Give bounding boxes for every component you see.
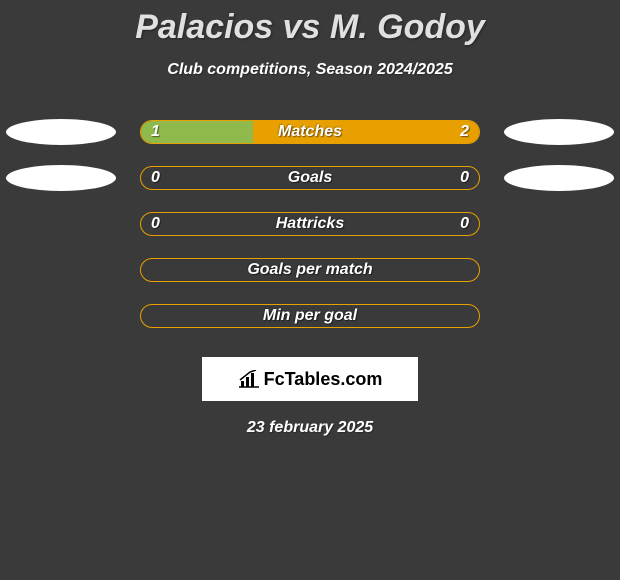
logo: FcTables.com	[238, 369, 383, 390]
stat-label: Matches	[141, 123, 479, 141]
logo-box[interactable]: FcTables.com	[202, 357, 418, 401]
stat-label: Min per goal	[141, 307, 479, 325]
date: 23 february 2025	[0, 419, 620, 437]
comparison-widget: Palacios vs M. Godoy Club competitions, …	[0, 0, 620, 580]
stat-row: 00Goals	[0, 155, 620, 201]
player-badge-right	[504, 165, 614, 191]
player-badge-right	[504, 119, 614, 145]
stat-row: Goals per match	[0, 247, 620, 293]
stat-bar: 12Matches	[140, 120, 480, 144]
player-badge-left	[6, 119, 116, 145]
stat-label: Goals	[141, 169, 479, 187]
logo-text: FcTables.com	[264, 369, 383, 390]
stat-bar: Goals per match	[140, 258, 480, 282]
stat-label: Hattricks	[141, 215, 479, 233]
stat-label: Goals per match	[141, 261, 479, 279]
bar-chart-icon	[238, 370, 260, 388]
stat-bar: 00Hattricks	[140, 212, 480, 236]
stat-row: 12Matches	[0, 109, 620, 155]
player-badge-left	[6, 165, 116, 191]
subtitle: Club competitions, Season 2024/2025	[0, 61, 620, 79]
stat-bar: 00Goals	[140, 166, 480, 190]
page-title: Palacios vs M. Godoy	[0, 0, 620, 47]
stat-row: Min per goal	[0, 293, 620, 339]
stat-bar: Min per goal	[140, 304, 480, 328]
stat-rows: 12Matches 00Goals 00Hattricks Goals per mat…	[0, 109, 620, 339]
stat-row: 00Hattricks	[0, 201, 620, 247]
